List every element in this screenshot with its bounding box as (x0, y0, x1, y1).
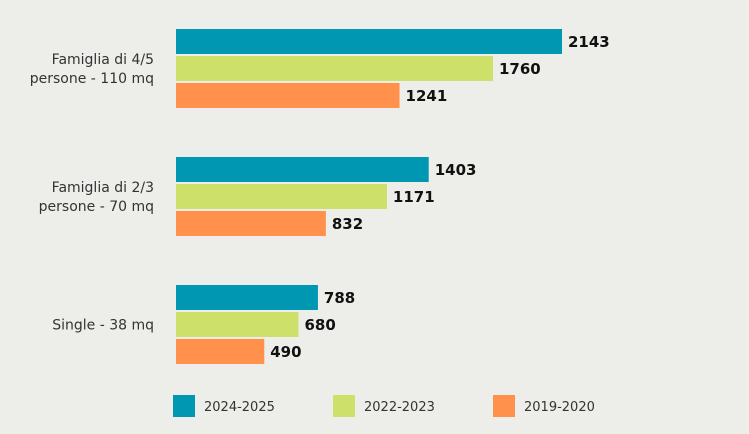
bar (176, 157, 429, 182)
bar (176, 211, 326, 236)
category-label: Single - 38 mq (52, 318, 154, 334)
bar (176, 184, 387, 209)
legend-swatch (493, 395, 515, 417)
bar (176, 312, 299, 337)
legend-label: 2024-2025 (204, 400, 275, 415)
data-label: 832 (332, 215, 363, 233)
bar (176, 339, 265, 364)
data-label: 1760 (499, 60, 541, 78)
legend-label: 2019-2020 (524, 400, 595, 415)
legend-label: 2022-2023 (364, 400, 435, 415)
category-labels: Famiglia di 4/5 persone - 110 mq Famiglia … (30, 52, 154, 334)
bars (176, 29, 562, 364)
data-label: 1241 (406, 87, 448, 105)
legend-swatch (333, 395, 355, 417)
category-label: Famiglia di 2/3 persone - 70 mq (39, 180, 154, 215)
data-label: 2143 (568, 33, 610, 51)
legend: 2024-2025 2022-2023 2019-2020 (173, 395, 595, 417)
data-label: 788 (324, 289, 355, 307)
category-label: Famiglia di 4/5 persone - 110 mq (30, 52, 154, 87)
bar (176, 56, 494, 81)
data-label: 1171 (393, 188, 435, 206)
bar (176, 83, 400, 108)
bar (176, 29, 562, 54)
data-label: 1403 (435, 161, 477, 179)
bar (176, 285, 318, 310)
legend-swatch (173, 395, 195, 417)
data-label: 490 (270, 343, 301, 361)
data-label: 680 (304, 316, 335, 334)
